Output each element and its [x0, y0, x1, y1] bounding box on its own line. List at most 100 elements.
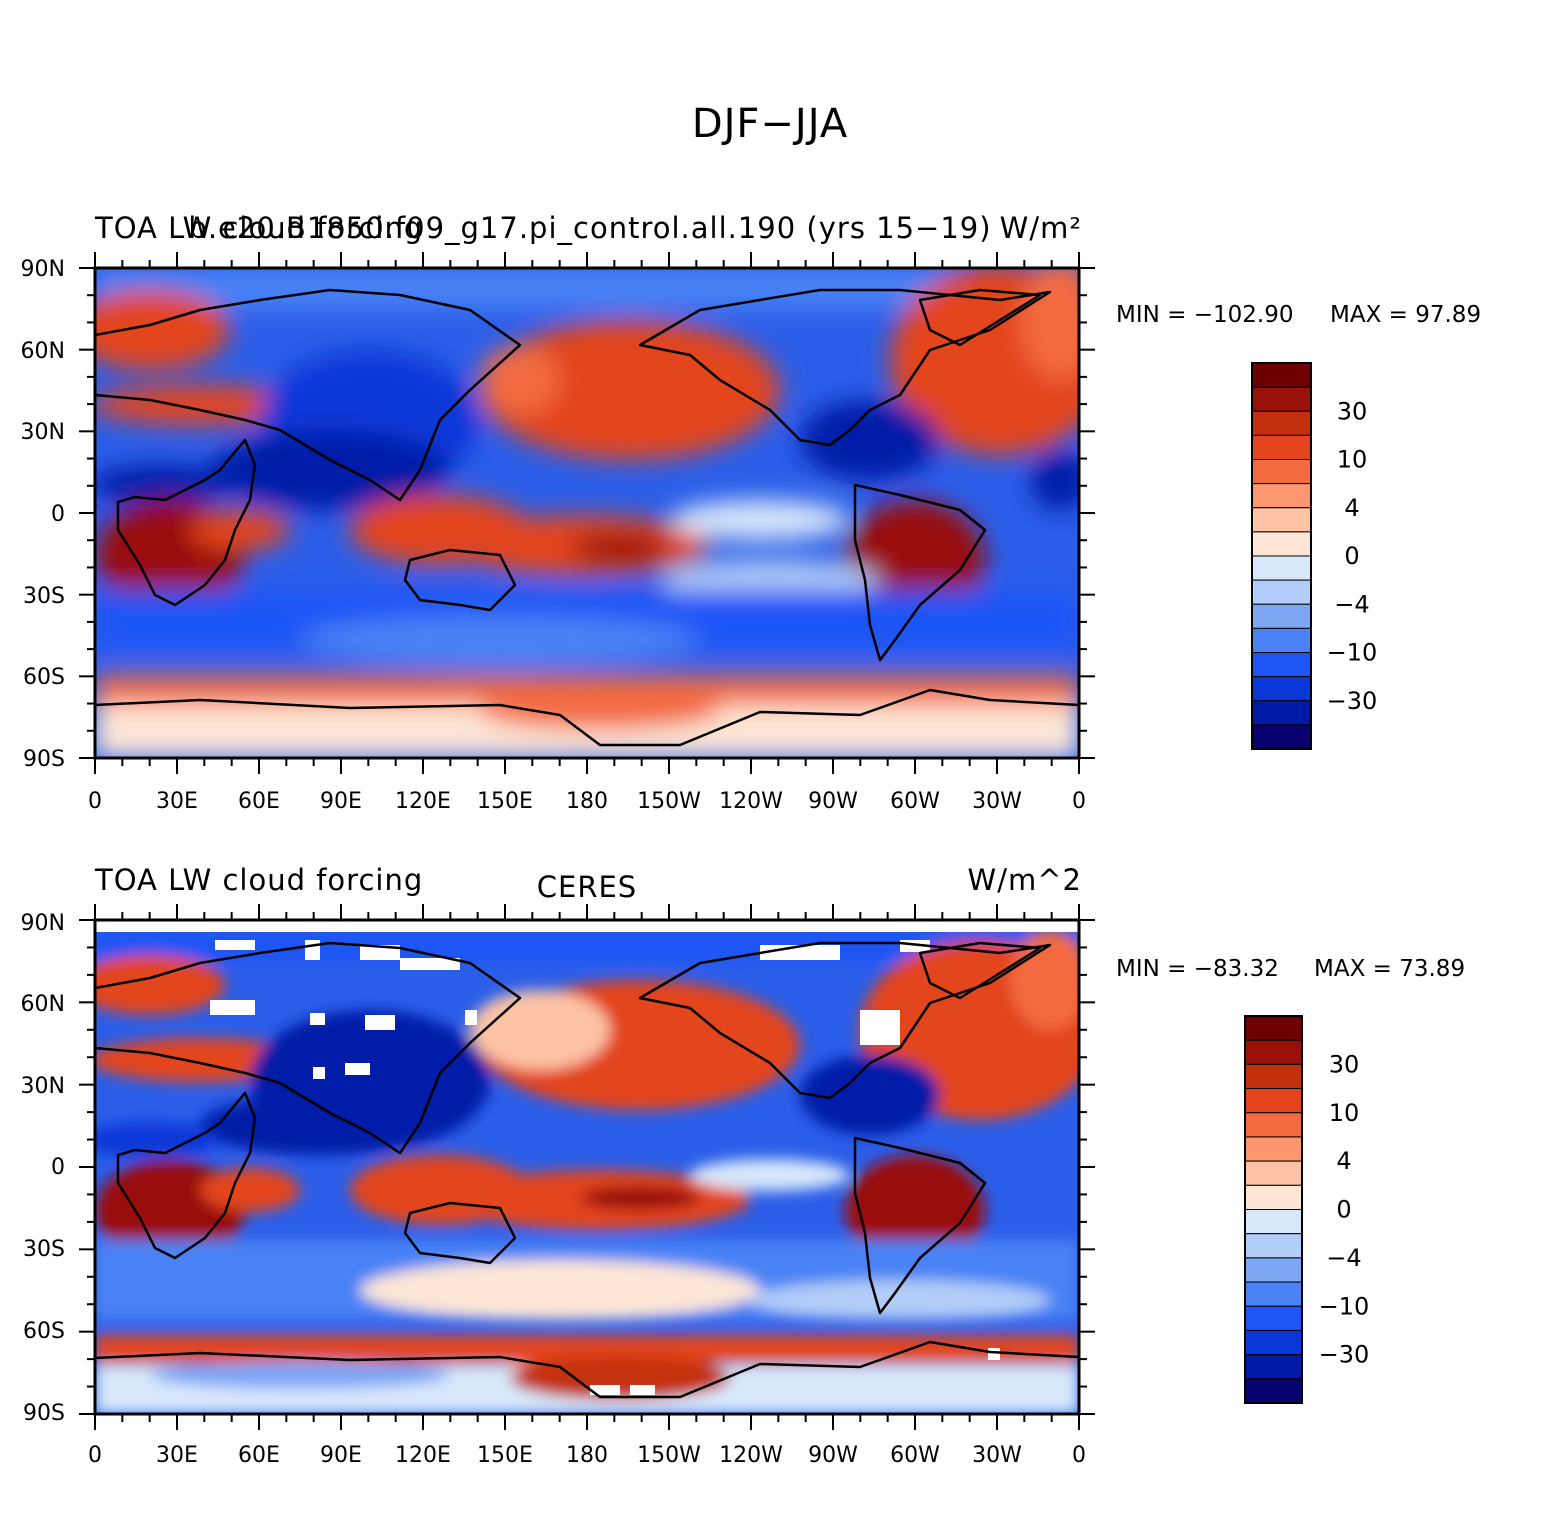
colorbar-swatch	[1244, 1039, 1303, 1065]
colorbar-swatch	[1244, 1112, 1303, 1138]
colorbar-swatch	[1251, 579, 1312, 605]
colorbar-swatch	[1244, 1184, 1303, 1210]
colorbar-label: −10	[1327, 639, 1378, 667]
panel-center-title: CERES	[537, 870, 637, 904]
lat-tick-label: 90S	[23, 747, 65, 772]
colorbar-swatch	[1251, 652, 1312, 678]
lon-tick-label: 90W	[808, 789, 858, 814]
coastlines-model	[95, 288, 1079, 747]
lon-tick-label: 120E	[395, 789, 451, 814]
colorbar-swatch	[1244, 1088, 1303, 1114]
colorbar-label: 30	[1337, 397, 1368, 425]
max-value: MAX = 97.89	[1330, 302, 1481, 328]
lat-tick-label: 90N	[21, 257, 65, 282]
colorbar-swatch	[1251, 531, 1312, 557]
colorbar-swatch	[1251, 724, 1312, 750]
colorbar-swatch	[1244, 1281, 1303, 1307]
lon-tick-label: 0	[1072, 1443, 1086, 1468]
colorbar-frame	[1244, 1015, 1303, 1404]
lon-tick-label: 60E	[238, 789, 280, 814]
colorbar-swatch	[1251, 483, 1312, 509]
lon-tick-label: 30E	[156, 1443, 198, 1468]
lon-tick-label: 90W	[808, 1443, 858, 1468]
colorbar-label: 0	[1344, 542, 1359, 570]
colorbar-swatch	[1244, 1063, 1303, 1090]
min-value: MIN = −102.90	[1116, 302, 1293, 328]
lon-tick-label: 30E	[156, 789, 198, 814]
colorbar-model: 30 10 4 0 −4 −10 −30	[1251, 362, 1378, 750]
colorbar-swatch	[1244, 1378, 1303, 1404]
lon-tick-label: 150W	[637, 789, 701, 814]
lon-tick-label: 60W	[890, 1443, 940, 1468]
colorbar-label: −30	[1319, 1341, 1370, 1369]
colorbar-swatch	[1244, 1329, 1303, 1356]
panel-obs: TOA LW cloud forcing CERES W/m^2	[21, 863, 1466, 1468]
colorbar-swatch	[1251, 507, 1312, 533]
tick-marks-obs	[79, 904, 1095, 1430]
min-value: MIN = −83.32	[1116, 956, 1279, 982]
colorbar-swatch	[1251, 603, 1312, 629]
lon-axis-model: 0 30E 60E 90E 120E 150E 180 150W 120W 90…	[88, 789, 1086, 814]
colorbar-swatch	[1244, 1015, 1303, 1041]
lat-tick-label: 90S	[23, 1401, 65, 1426]
colorbar-swatch	[1244, 1160, 1303, 1186]
colorbar-swatch	[1251, 434, 1312, 460]
lat-tick-label: 60N	[21, 339, 65, 364]
colorbar-swatch	[1251, 676, 1312, 702]
lat-tick-label: 30N	[21, 1074, 65, 1099]
lon-tick-label: 0	[88, 1443, 102, 1468]
lat-tick-label: 60S	[23, 665, 65, 690]
lon-tick-label: 180	[566, 789, 608, 814]
lat-tick-label: 30S	[23, 584, 65, 609]
figure-title: DJF−JJA	[692, 101, 848, 147]
lat-axis-model: 90N 60N 30N 0 30S 60S 90S	[21, 257, 65, 772]
colorbar-swatch	[1244, 1257, 1303, 1283]
colorbar-swatch	[1244, 1209, 1303, 1235]
colorbar-swatch	[1251, 700, 1312, 726]
lon-tick-label: 120W	[719, 1443, 783, 1468]
lat-tick-label: 0	[51, 1155, 65, 1180]
tick-marks-model	[79, 252, 1095, 774]
lon-tick-label: 150W	[637, 1443, 701, 1468]
lat-tick-label: 30N	[21, 420, 65, 445]
lat-tick-label: 60N	[21, 992, 65, 1017]
colorbar-label: −30	[1327, 687, 1378, 715]
colorbar-label: 10	[1329, 1099, 1360, 1127]
colorbar-label: −10	[1319, 1292, 1370, 1320]
colorbar-label: 30	[1329, 1050, 1360, 1078]
colorbar-swatch	[1251, 410, 1312, 436]
colorbar-label: −4	[1326, 1244, 1361, 1272]
colorbar-label: 4	[1344, 494, 1359, 522]
colorbar-label: 10	[1337, 446, 1368, 474]
colorbar-obs: 30 10 4 0 −4 −10 −30	[1244, 1015, 1370, 1404]
colorbar-swatch	[1251, 555, 1312, 581]
lon-tick-label: 0	[88, 789, 102, 814]
colorbar-label: −4	[1334, 590, 1369, 618]
colorbar-frame	[1251, 362, 1312, 750]
lon-axis-obs: 0 30E 60E 90E 120E 150E 180 150W 120W 90…	[88, 1443, 1086, 1468]
colorbar-swatch	[1244, 1233, 1303, 1259]
coastlines-obs	[95, 941, 1079, 1399]
map-field-model	[95, 268, 1079, 758]
lon-tick-label: 30W	[972, 1443, 1022, 1468]
lon-tick-label: 180	[566, 1443, 608, 1468]
colorbar-swatch	[1244, 1354, 1303, 1380]
lon-tick-label: 60E	[238, 1443, 280, 1468]
panel-model: TOA LW cloud forcing b.e20.B1850.f09_g17…	[21, 211, 1482, 814]
panel-left-title: TOA LW cloud forcing	[94, 863, 423, 897]
panel-left-title: TOA LW cloud forcing	[94, 211, 423, 245]
colorbar-swatch	[1251, 627, 1312, 653]
map-field-obs	[95, 932, 1079, 1414]
panel-units: W/m²	[1000, 211, 1082, 245]
lon-tick-label: 120W	[719, 789, 783, 814]
lat-tick-label: 30S	[23, 1237, 65, 1262]
lon-tick-label: 150E	[477, 1443, 533, 1468]
lat-tick-label: 0	[51, 502, 65, 527]
colorbar-swatch	[1251, 459, 1312, 485]
colorbar-swatch	[1251, 386, 1312, 412]
lon-tick-label: 0	[1072, 789, 1086, 814]
max-value: MAX = 73.89	[1314, 956, 1465, 982]
lon-tick-label: 30W	[972, 789, 1022, 814]
lat-tick-label: 60S	[23, 1319, 65, 1344]
